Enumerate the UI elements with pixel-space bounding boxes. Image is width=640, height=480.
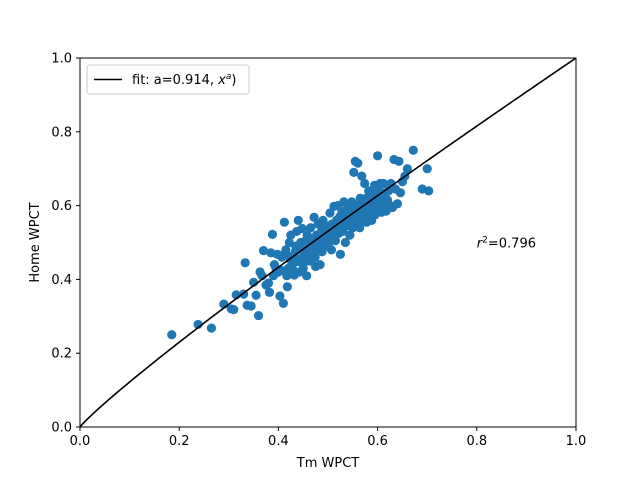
axes-frame	[79, 57, 577, 428]
data-point	[279, 217, 289, 227]
r-squared-sup: 2	[482, 236, 488, 246]
legend: fit: a=0.914, xa)	[86, 64, 250, 95]
data-point	[353, 158, 363, 168]
data-point	[267, 229, 278, 239]
x-tick-label: 1.0	[566, 434, 587, 449]
y-tick-label: 0.2	[51, 347, 72, 362]
legend-label-math: x	[217, 73, 226, 88]
data-point	[309, 212, 319, 223]
data-point	[345, 230, 355, 240]
legend-label-prefix: fit: a=0.914,	[132, 73, 218, 88]
data-point	[326, 245, 337, 255]
y-axis: 0.0 0.2 0.4 0.6 0.8 1.0	[51, 52, 80, 436]
r-squared-prefix: r	[477, 237, 484, 252]
x-axis-label: Tm WPCT	[296, 456, 360, 471]
data-point	[394, 156, 404, 166]
y-tick-label: 0.8	[51, 125, 72, 140]
data-point	[355, 223, 365, 233]
data-point	[340, 237, 350, 248]
y-tick-label: 0.4	[51, 273, 72, 288]
data-point	[395, 188, 406, 198]
data-point	[275, 291, 285, 301]
data-point	[282, 271, 292, 281]
data-point	[306, 223, 316, 233]
data-point	[408, 145, 418, 155]
x-tick-label: 0.6	[367, 434, 388, 449]
data-point	[310, 252, 320, 262]
data-point	[278, 298, 288, 308]
data-point	[378, 178, 389, 189]
data-point	[258, 246, 269, 256]
data-point	[246, 301, 256, 311]
data-point	[373, 151, 383, 161]
data-point	[206, 323, 217, 333]
data-point	[335, 249, 345, 259]
data-point	[297, 223, 307, 234]
data-point	[392, 199, 403, 209]
y-tick-label: 0.0	[51, 421, 72, 436]
x-tick-label: 0.2	[169, 434, 190, 449]
legend-label: fit: a=0.914, xa)	[132, 72, 236, 88]
data-point	[251, 290, 261, 300]
data-point	[282, 282, 292, 292]
data-point	[229, 305, 239, 315]
r-squared-annotation: r2=0.796	[477, 236, 536, 252]
data-point	[281, 245, 291, 255]
r-squared-value: =0.796	[488, 237, 536, 252]
data-point	[167, 330, 177, 340]
data-point	[302, 271, 312, 281]
data-point	[402, 164, 412, 174]
data-point	[315, 260, 325, 270]
x-tick-label: 0.0	[70, 434, 91, 449]
legend-box	[86, 64, 250, 95]
x-tick-label: 0.8	[466, 434, 487, 449]
data-point	[357, 171, 367, 181]
fit-line	[79, 57, 577, 428]
data-point	[383, 186, 394, 196]
data-point	[253, 310, 264, 321]
legend-label-sup: a	[226, 72, 232, 82]
data-point	[360, 178, 370, 189]
data-point	[293, 215, 303, 225]
legend-label-suffix: )	[231, 73, 236, 88]
data-point	[263, 278, 274, 288]
data-point	[240, 258, 250, 268]
x-axis: 0.0 0.2 0.4 0.6 0.8 1.0	[70, 427, 587, 449]
data-point	[349, 167, 359, 177]
y-tick-label: 1.0	[51, 52, 72, 67]
x-tick-label: 0.4	[268, 434, 289, 449]
data-point	[330, 236, 341, 246]
data-point	[422, 164, 432, 174]
y-tick-label: 0.6	[51, 199, 72, 214]
data-point	[264, 287, 275, 297]
data-point	[325, 208, 335, 218]
y-axis-label: Home WPCT	[28, 202, 43, 282]
data-point	[424, 186, 434, 196]
